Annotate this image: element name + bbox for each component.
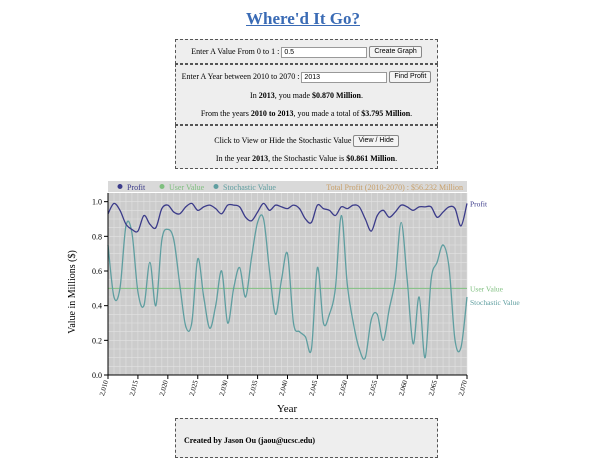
legend-user-value: User Value [169,183,205,192]
x-tick-label: 2,040 [278,379,290,397]
stochastic-result: In the year 2013, the Stochastic Value i… [215,154,398,163]
series-profit-line [107,202,468,233]
x-tick-label: 2,015 [128,379,140,397]
legend-user-value-dot [159,184,165,189]
x-tick-label: 2,030 [218,379,230,397]
y-tick-label: 0.8 [92,232,102,241]
x-tick-label: 2,020 [158,379,170,397]
legend-profit-dot [117,184,123,189]
legend-stochastic: Stochastic Value [223,183,276,192]
y-tick-label: 0.6 [92,267,102,276]
value-label: Enter A Value From 0 to 1 : [191,46,280,56]
profit-result-year: 2013 [258,91,275,100]
y-tick-label: 0.2 [92,336,102,345]
stochastic-panel: Click to View or Hide the Stochastic Val… [175,125,438,169]
legend-stochastic-dot [213,184,219,189]
value-panel: Enter A Value From 0 to 1 : Create Graph [175,39,438,64]
year-panel: Enter A Year between 2010 to 2070 : Find… [175,64,438,125]
series-stochastic-line [107,214,468,360]
end-label-profit: Profit [470,199,488,208]
profit-chart: Profit User Value Stochastic Value Total… [67,181,520,415]
legend-bar [108,181,467,192]
x-tick-label: 2,060 [397,379,409,397]
y-axis-label: Value in Millions ($) [67,250,78,334]
x-tick-label: 2,065 [427,379,439,397]
total-result-range: 2010 to 2013 [250,109,294,118]
footer-credit: Created by Jason Ou (jaou@ucsc.edu) [184,436,316,445]
x-tick-label: 2,045 [308,379,320,397]
stochastic-result-amount: $0.861 Million [346,154,396,163]
page-title: Where'd It Go? [246,9,360,28]
series-lines [107,202,468,360]
x-tick-label: 2,055 [367,379,379,397]
x-tick-label: 2,070 [457,379,469,397]
stochastic-result-year: 2013 [252,154,269,163]
profit-result-amount: $0.870 Million [312,91,361,100]
view-hide-button[interactable]: View / Hide [353,135,399,147]
x-tick-label: 2,010 [98,379,110,397]
year-input[interactable] [301,71,388,83]
x-tick-label: 2,050 [337,379,349,397]
x-tick-label: 2,025 [188,379,200,397]
footer: Created by Jason Ou (jaou@ucsc.edu) [175,418,438,458]
legend-total-profit: Total Profit (2010-2070) : $56.232 Milli… [326,183,463,192]
x-axis-label: Year [277,403,298,415]
y-tick-label: 0.4 [92,302,102,311]
axes: 0.0 0.2 0.4 0.6 0.8 1.0 2,010 2,015 2,020 2,025 2,… [92,193,469,397]
end-label-stochastic: Stochastic Value [470,298,520,307]
profit-result: In 2013, you made $0.870 Million. [250,91,363,100]
y-tick-label: 0.0 [92,371,102,380]
legend-profit: Profit [127,183,146,192]
stochastic-label: Click to View or Hide the Stochastic Val… [214,135,352,145]
x-tick-label: 2,035 [248,379,260,397]
create-graph-button[interactable]: Create Graph [369,46,422,58]
grid [107,193,468,376]
series-end-labels: Profit User Value Stochastic Value [470,199,520,307]
end-label-user-value: User Value [470,284,504,293]
total-result-amount: $3.795 Million [361,109,411,118]
value-input[interactable] [281,46,368,58]
year-label: Enter A Year between 2010 to 2070 : [181,71,300,81]
find-profit-button[interactable]: Find Profit [389,71,432,83]
y-tick-label: 1.0 [92,198,102,207]
chart-container: Profit User Value Stochastic Value Total… [0,176,606,426]
total-result: From the years 2010 to 2013, you made a … [200,109,413,118]
